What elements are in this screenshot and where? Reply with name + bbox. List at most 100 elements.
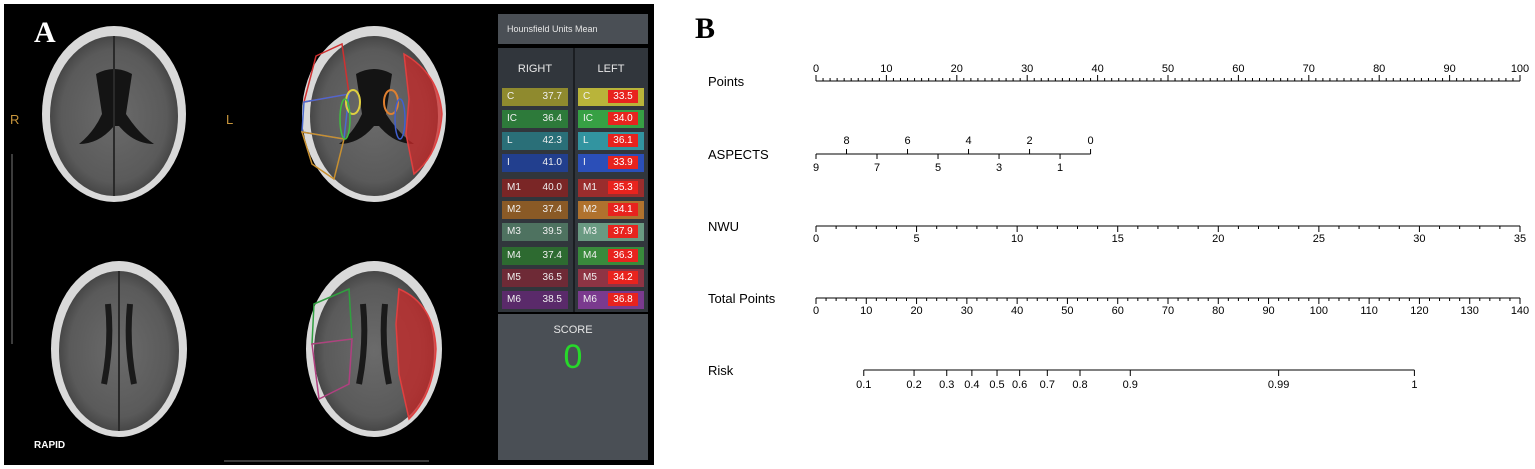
hu-value: 38.5 — [542, 294, 562, 305]
aspects-tick-label: 0 — [1087, 135, 1093, 147]
region-label: M5 — [507, 272, 521, 283]
hu-value: 36.5 — [542, 272, 562, 283]
region-label: M6 — [507, 294, 521, 305]
tick-label: 0 — [813, 233, 819, 245]
left-heading: LEFT — [597, 63, 625, 75]
tick-label: 30 — [1021, 63, 1033, 75]
hu-value: 36.1 — [608, 134, 638, 147]
tick-label: 20 — [951, 63, 963, 75]
score-label: SCORE — [553, 324, 593, 336]
risk-tick-label: 1 — [1411, 379, 1417, 391]
aspects-tick-label: 4 — [965, 135, 971, 147]
brain-slice-top-right — [300, 26, 446, 202]
region-label: L — [583, 135, 589, 146]
score-box: SCORE 0 — [498, 314, 648, 460]
hu-value: 33.9 — [608, 156, 638, 169]
orientation-right-label: R — [10, 112, 20, 127]
region-label: M3 — [583, 226, 597, 237]
tick-label: 80 — [1212, 305, 1224, 317]
hu-value: 36.8 — [608, 293, 638, 306]
tick-label: 130 — [1461, 305, 1479, 317]
region-label: M1 — [583, 182, 597, 193]
hu-header: Hounsfield Units Mean — [498, 14, 648, 44]
axis-name-aspects: ASPECTS — [708, 147, 769, 162]
brain-slice-bottom-right — [306, 261, 442, 437]
region-label: C — [583, 91, 591, 102]
region-label: M1 — [507, 182, 521, 193]
risk-tick-label: 0.1 — [856, 379, 871, 391]
risk-tick-label: 0.4 — [964, 379, 979, 391]
hu-row-left-l: L 36.1 — [578, 132, 644, 150]
risk-tick-label: 0.3 — [939, 379, 954, 391]
hu-row-right-i: I 41.0 — [502, 154, 568, 172]
aspects-tick-label: 5 — [935, 162, 941, 174]
tick-label: 15 — [1112, 233, 1124, 245]
aspects-tick-label: 9 — [813, 162, 819, 174]
tick-label: 90 — [1443, 63, 1455, 75]
hu-row-left-ic: IC 34.0 — [578, 110, 644, 128]
axis-name-points: Points — [708, 74, 745, 89]
hu-value: 42.3 — [542, 135, 562, 146]
region-label: M4 — [507, 250, 521, 261]
hu-row-right-m4: M4 37.4 — [502, 247, 568, 265]
axis-name-total-points: Total Points — [708, 291, 776, 306]
tick-label: 40 — [1011, 305, 1023, 317]
tick-label: 70 — [1303, 63, 1315, 75]
aspects-tick-label: 7 — [874, 162, 880, 174]
tick-label: 50 — [1162, 63, 1174, 75]
tick-label: 100 — [1511, 63, 1529, 75]
hu-value: 34.0 — [608, 112, 638, 125]
right-heading: RIGHT — [517, 63, 553, 75]
tick-label: 35 — [1514, 233, 1526, 245]
hu-value: 37.4 — [542, 204, 562, 215]
hu-value: 39.5 — [542, 226, 562, 237]
orientation-left-label: L — [226, 112, 234, 127]
region-label: I — [507, 157, 510, 168]
region-label: M2 — [583, 204, 597, 215]
hu-value: 34.1 — [608, 203, 638, 216]
risk-tick-label: 0.2 — [906, 379, 921, 391]
tick-label: 60 — [1112, 305, 1124, 317]
risk-tick-label: 0.99 — [1268, 379, 1289, 391]
region-label: M4 — [583, 250, 597, 261]
hu-row-left-m6: M6 36.8 — [578, 291, 644, 309]
tick-label: 80 — [1373, 63, 1385, 75]
tick-label: 70 — [1162, 305, 1174, 317]
tick-label: 0 — [813, 305, 819, 317]
aspects-tick-label: 1 — [1057, 162, 1063, 174]
tick-label: 10 — [860, 305, 872, 317]
hu-row-right-ic: IC 36.4 — [502, 110, 568, 128]
aspects-tick-label: 8 — [843, 135, 849, 147]
hu-value: 40.0 — [542, 182, 562, 193]
hu-value: 34.2 — [608, 271, 638, 284]
tick-label: 110 — [1360, 305, 1378, 317]
tick-label: 90 — [1262, 305, 1274, 317]
hu-row-left-m5: M5 34.2 — [578, 269, 644, 287]
hu-row-right-m3: M3 39.5 — [502, 223, 568, 241]
ct-scan-image — [11, 26, 446, 462]
region-label: M3 — [507, 226, 521, 237]
hu-row-left-m1: M1 35.3 — [578, 179, 644, 197]
risk-tick-label: 0.7 — [1040, 379, 1055, 391]
brain-slice-top-left — [42, 26, 186, 202]
hu-value: 36.3 — [608, 249, 638, 262]
axis-name-risk: Risk — [708, 363, 734, 378]
hu-value: 37.4 — [542, 250, 562, 261]
score-value: 0 — [563, 338, 583, 376]
hu-row-right-m2: M2 37.4 — [502, 201, 568, 219]
tick-label: 0 — [813, 63, 819, 75]
column-divider — [573, 48, 575, 312]
tick-label: 30 — [961, 305, 973, 317]
axis-name-nwu: NWU — [708, 219, 739, 234]
ct-panel: A R L RAPID Hounsfield Units Mean RIGHT … — [4, 4, 654, 465]
brain-slice-bottom-left — [51, 261, 187, 437]
tick-label: 25 — [1313, 233, 1325, 245]
aspects-tick-label: 2 — [1026, 135, 1032, 147]
hu-value: 37.7 — [542, 91, 562, 102]
aspects-tick-label: 3 — [996, 162, 1002, 174]
tick-label: 10 — [1011, 233, 1023, 245]
tick-label: 120 — [1410, 305, 1428, 317]
hu-row-left-m3: M3 37.9 — [578, 223, 644, 241]
hu-row-left-m4: M4 36.3 — [578, 247, 644, 265]
